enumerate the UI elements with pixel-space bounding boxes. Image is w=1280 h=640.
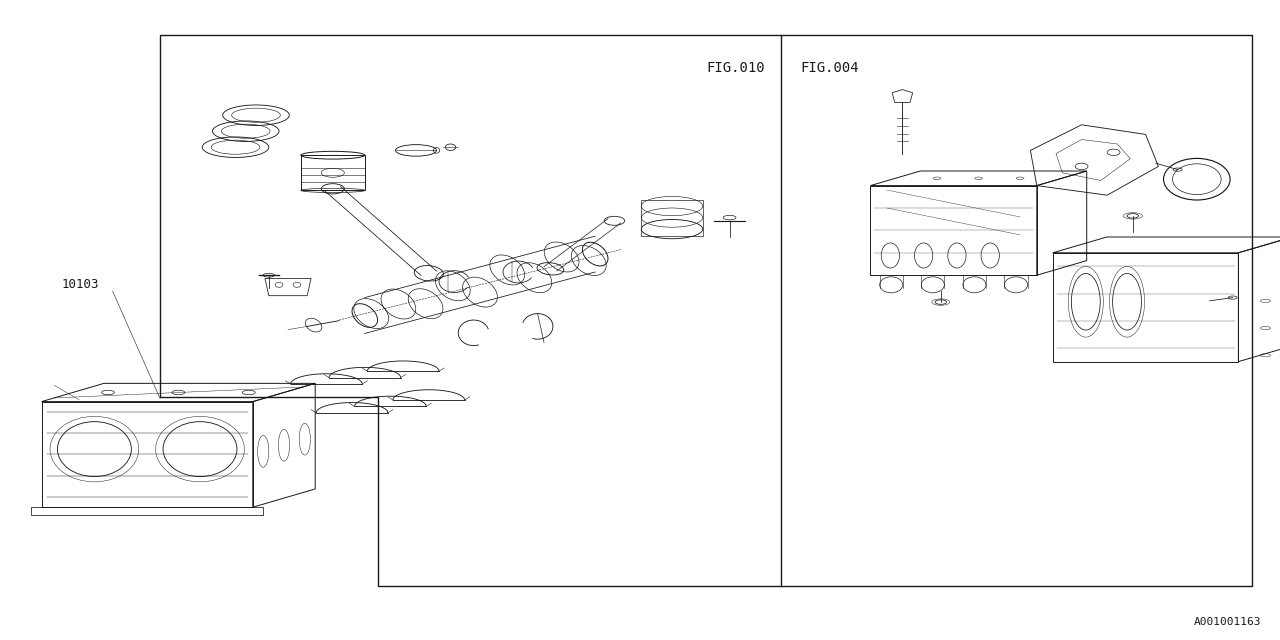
Text: A001001163: A001001163 bbox=[1193, 617, 1261, 627]
Text: FIG.010: FIG.010 bbox=[707, 61, 765, 75]
Text: FIG.004: FIG.004 bbox=[800, 61, 859, 75]
Text: 10103: 10103 bbox=[61, 278, 99, 291]
